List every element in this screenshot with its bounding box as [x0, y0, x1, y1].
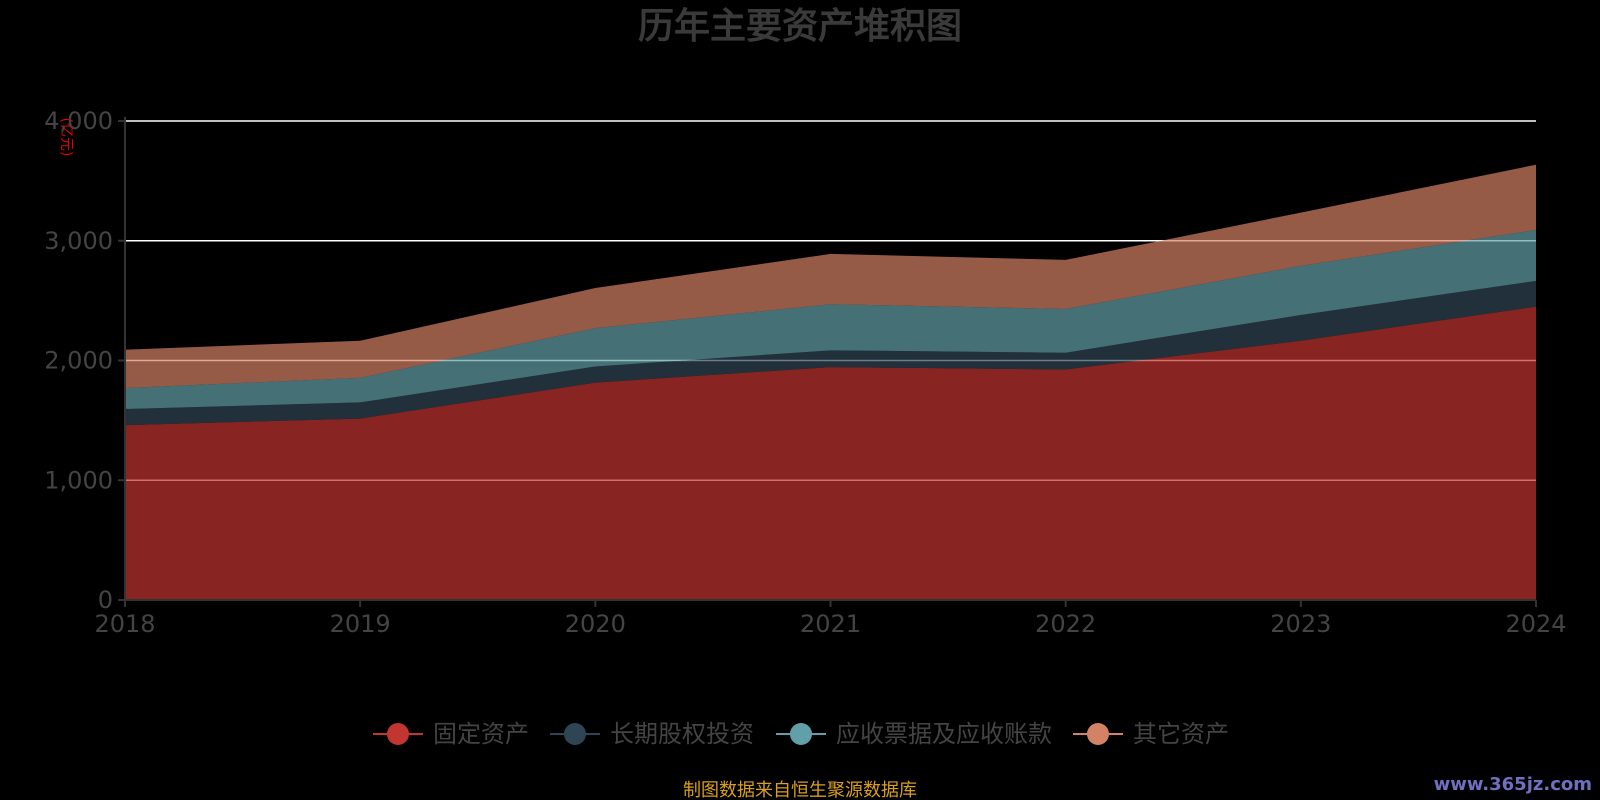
legend-label-3: 其它资产	[1133, 720, 1229, 748]
legend-marker-1	[564, 723, 586, 745]
x-tick-label-2: 2020	[565, 610, 626, 638]
watermark: www.365jz.com	[1434, 774, 1592, 795]
area-series	[125, 164, 1536, 600]
y-tick-label-4: 4,000	[44, 107, 113, 135]
legend-label-1: 长期股权投资	[610, 720, 754, 748]
x-tick-label-6: 2024	[1505, 610, 1566, 638]
legend-item-3[interactable]: 其它资产	[1073, 720, 1229, 748]
area-series-3	[125, 164, 1536, 389]
axes: 0 1,000 2,000 3,000 4,000 2018 2019 2020 2021 202…	[44, 107, 1566, 638]
y-axis-unit-label: (亿元)	[58, 118, 74, 157]
legend-marker-3	[1087, 723, 1109, 745]
chart-title: 历年主要资产堆积图	[638, 6, 962, 47]
y-tick-label-0: 0	[98, 586, 113, 614]
legend-item-1[interactable]: 长期股权投资	[550, 720, 754, 748]
x-tick-label-3: 2021	[800, 610, 861, 638]
y-tick-label-2: 2,000	[44, 347, 113, 375]
legend-marker-0	[387, 723, 409, 745]
area-series-1	[125, 280, 1536, 426]
data-source-note: 制图数据来自恒生聚源数据库	[683, 780, 917, 800]
y-tick-label-1: 1,000	[44, 466, 113, 494]
x-tick-label-4: 2022	[1035, 610, 1096, 638]
legend-label-0: 固定资产	[433, 720, 529, 748]
x-tick-label-0: 2018	[94, 610, 155, 638]
legend-marker-2	[790, 723, 812, 745]
legend-item-0[interactable]: 固定资产	[373, 720, 529, 748]
y-tick-label-3: 3,000	[44, 227, 113, 255]
legend[interactable]: 固定资产 长期股权投资 应收票据及应收账款 其它资产	[373, 720, 1229, 748]
area-series-0	[125, 306, 1536, 600]
area-series-2	[125, 229, 1536, 409]
x-tick-label-1: 2019	[330, 610, 391, 638]
legend-item-2[interactable]: 应收票据及应收账款	[776, 720, 1052, 748]
x-tick-label-5: 2023	[1270, 610, 1331, 638]
legend-label-2: 应收票据及应收账款	[836, 720, 1052, 748]
